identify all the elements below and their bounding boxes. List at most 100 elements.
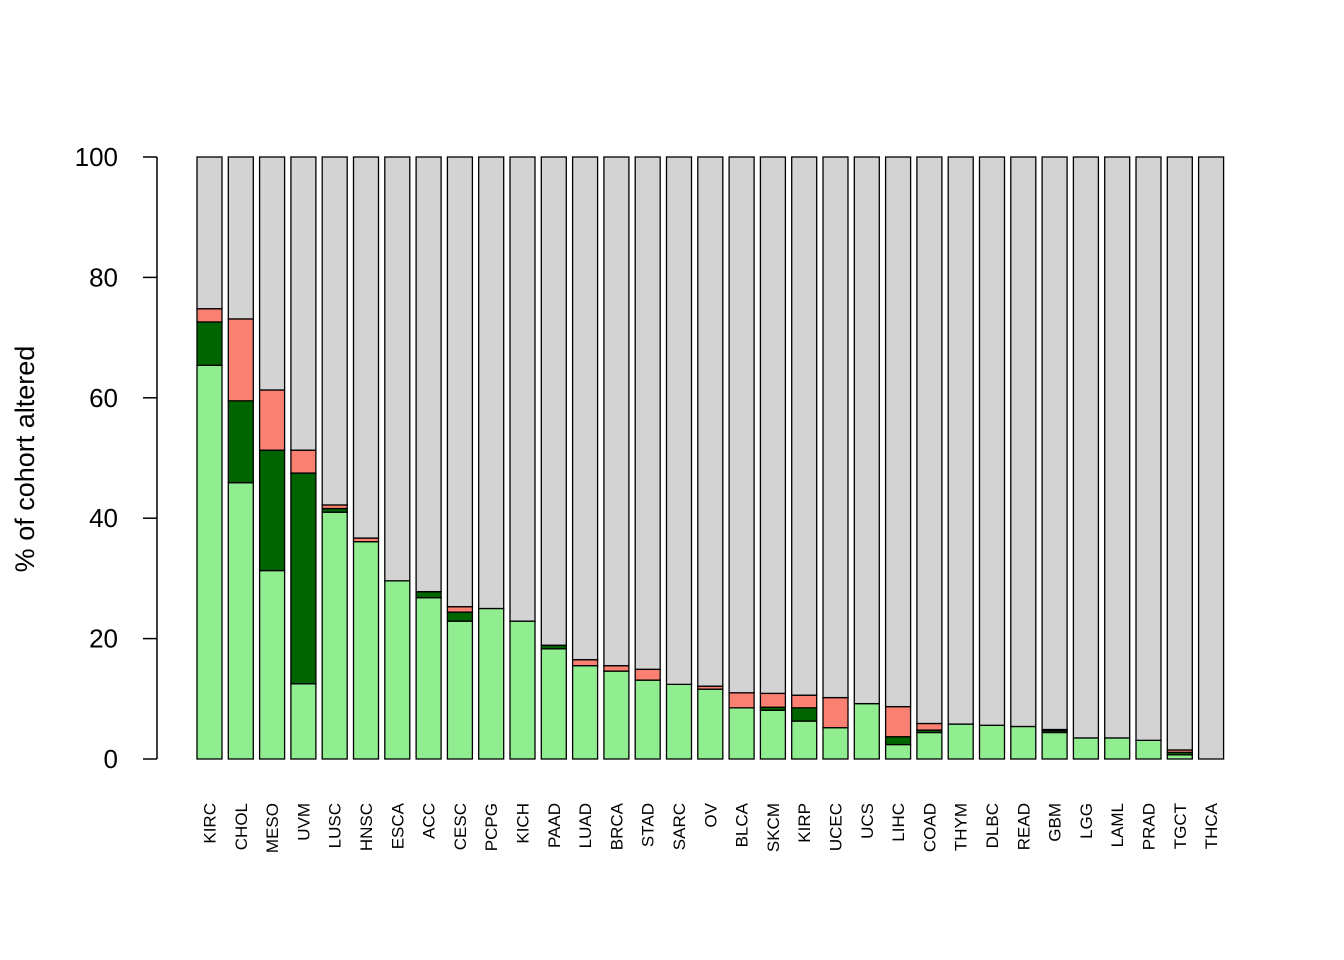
bar-segment-brca-0 (603, 670, 630, 760)
bar-segment-stad-2 (634, 668, 661, 681)
bar-segment-hnsc-0 (352, 541, 380, 760)
x-tick-label: BLCA (733, 802, 752, 847)
bar-stack-lgg (1072, 156, 1100, 760)
bar-stack-ucec (822, 156, 849, 760)
bar-segment-skcm-rest (759, 156, 787, 695)
x-tick-label: CHOL (232, 803, 251, 850)
bar-stack-blca (728, 156, 755, 760)
x-tick-label: LIHC (889, 803, 908, 842)
bar-stack-thca (1197, 156, 1225, 760)
bar-segment-skcm-2 (759, 692, 787, 708)
y-tick-label: 60 (89, 383, 118, 413)
x-tick-label: PRAD (1140, 803, 1159, 850)
bar-segment-lusc-rest (321, 156, 348, 506)
bar-segment-acc-rest (415, 156, 442, 593)
bar-segment-read-0 (1010, 725, 1037, 760)
bar-stack-paad (540, 156, 567, 760)
bar-segment-ov-rest (697, 156, 724, 687)
bar-stack-ucs (853, 156, 880, 760)
bar-segment-meso-1 (258, 449, 286, 572)
bar-segment-laml-0 (1104, 737, 1131, 760)
bar-segment-uvm-1 (290, 472, 317, 685)
bar-stack-dlbc (978, 156, 1006, 760)
bar-stack-cesc (446, 156, 474, 760)
bar-segment-coad-rest (916, 156, 943, 725)
bar-segment-ucec-0 (822, 727, 849, 760)
bar-stack-gbm (1041, 156, 1068, 760)
x-tick-label: PAAD (545, 803, 564, 848)
bar-segment-cesc-2 (446, 606, 474, 613)
bar-segment-uvm-0 (290, 683, 317, 760)
bar-segment-luad-rest (571, 156, 599, 661)
x-tick-label: SKCM (764, 803, 783, 852)
bar-segment-meso-0 (258, 569, 286, 760)
x-tick-label: OV (701, 802, 720, 827)
bar-segment-paad-0 (540, 648, 567, 760)
bar-segment-read-rest (1010, 156, 1037, 728)
bar-segment-pcpg-0 (478, 607, 505, 760)
x-tick-label: KIRC (201, 803, 220, 844)
bar-segment-blca-0 (728, 707, 755, 760)
x-tick-label: THCA (1202, 802, 1221, 849)
x-tick-label: CESC (451, 803, 470, 850)
bar-segment-meso-rest (258, 156, 286, 391)
bar-segment-pcpg-rest (478, 156, 505, 610)
x-tick-label: SARC (670, 803, 689, 850)
bar-stack-brca (603, 156, 630, 760)
bar-segment-lihc-0 (884, 743, 912, 760)
x-tick-label: LGG (1077, 803, 1096, 839)
bar-stack-luad (571, 156, 599, 760)
bar-segment-brca-2 (603, 665, 630, 672)
bar-segment-ucs-rest (853, 156, 880, 705)
y-ticks: 0 20 40 60 80 100 (75, 142, 157, 774)
x-tick-label: STAD (639, 803, 658, 847)
bar-stack-uvm (290, 156, 317, 760)
bar-segment-lgg-0 (1072, 737, 1100, 760)
bar-stack-laml (1104, 156, 1131, 760)
bar-segment-lgg-rest (1072, 156, 1100, 739)
bar-segment-thym-0 (947, 723, 974, 760)
bar-segment-brca-rest (603, 156, 630, 667)
bar-segment-chol-1 (227, 400, 254, 484)
x-tick-label: BRCA (607, 802, 626, 850)
bar-segment-lihc-rest (884, 156, 912, 708)
x-tick-label: UCEC (827, 803, 846, 851)
x-tick-label: ESCA (388, 802, 407, 849)
bar-segment-kirc-2 (196, 308, 223, 323)
bar-segment-cesc-rest (446, 156, 474, 608)
bar-stack-hnsc (352, 156, 380, 760)
bar-stack-meso (258, 156, 286, 760)
bar-segment-blca-rest (728, 156, 755, 694)
bar-segment-meso-2 (258, 389, 286, 451)
bar-segment-blca-2 (728, 692, 755, 709)
y-tick-label: 100 (75, 142, 118, 172)
bar-segment-acc-1 (415, 590, 442, 599)
bar-segment-kirc-1 (196, 321, 223, 366)
bar-segment-prad-rest (1135, 156, 1162, 741)
x-tick-label: UCS (858, 803, 877, 839)
y-tick-label: 80 (89, 262, 118, 292)
bar-stack-acc (415, 156, 442, 760)
bar-segment-paad-rest (540, 156, 567, 646)
bar-segment-ov-0 (697, 688, 724, 760)
bar-segment-luad-2 (571, 659, 599, 667)
bar-segment-cesc-1 (446, 611, 474, 622)
bar-segment-lihc-1 (884, 736, 912, 746)
bar-segment-tgct-rest (1166, 156, 1193, 751)
x-tick-label: LUAD (576, 803, 595, 848)
x-tick-label: PCPG (482, 803, 501, 851)
bar-stack-skcm (759, 156, 787, 760)
bar-stack-lusc (321, 156, 348, 760)
bar-segment-kirp-0 (791, 720, 818, 760)
bar-segment-chol-0 (227, 482, 254, 760)
x-tick-label: GBM (1046, 803, 1065, 842)
x-tick-label: COAD (920, 803, 939, 852)
bar-segment-chol-rest (227, 156, 254, 320)
bar-segment-kirp-1 (791, 707, 818, 722)
bar-segment-skcm-0 (759, 709, 787, 760)
bar-segment-esca-rest (384, 156, 411, 582)
bar-stack-kich (509, 156, 536, 760)
y-axis: 0 20 40 60 80 100 (75, 142, 158, 774)
x-tick-label: LUSC (326, 803, 345, 848)
